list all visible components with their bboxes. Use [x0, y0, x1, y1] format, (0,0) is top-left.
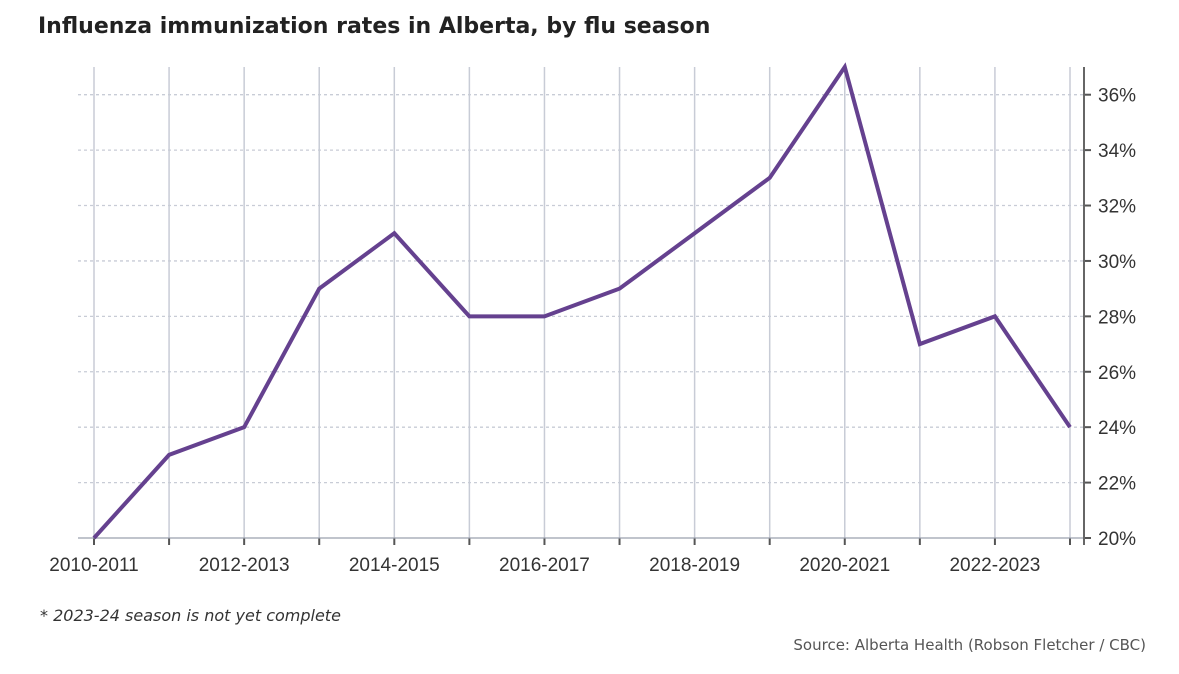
- chart-title: Influenza immunization rates in Alberta,…: [38, 14, 711, 39]
- y-tick-labels: 20% 22% 24% 26% 28% 30% 32% 34% 36%: [1098, 86, 1136, 550]
- horizontal-gridlines: [78, 93, 1091, 539]
- x-tick-label: 2018-2019: [649, 555, 740, 576]
- y-tick-label: 36%: [1098, 86, 1136, 107]
- y-tick-label: 28%: [1098, 307, 1136, 328]
- x-tick-label: 2014-2015: [349, 555, 440, 576]
- y-tick-label: 32%: [1098, 197, 1136, 218]
- x-tick-label: 2016-2017: [499, 555, 590, 576]
- x-tick-label: 2020-2021: [799, 555, 890, 576]
- axes: [78, 67, 1085, 545]
- y-tick-label: 26%: [1098, 363, 1136, 384]
- vertical-gridlines: [93, 67, 1071, 545]
- y-tick-label: 20%: [1098, 529, 1136, 550]
- y-tick-label: 22%: [1098, 474, 1136, 495]
- x-tick-label: 2022-2023: [949, 555, 1040, 576]
- y-tick-label: 24%: [1098, 418, 1136, 439]
- x-tick-labels: 2010-2011 2012-2013 2014-2015 2016-2017 2018…: [49, 555, 1040, 576]
- y-tick-label: 34%: [1098, 141, 1136, 162]
- x-tick-label: 2010-2011: [49, 555, 138, 576]
- series-layer: [92, 62, 1072, 540]
- x-tick-label: 2012-2013: [199, 555, 290, 576]
- series-line: [92, 62, 1072, 540]
- source-credit: Source: Alberta Health (Robson Fletcher …: [793, 636, 1146, 654]
- footnote: * 2023-24 season is not yet complete: [40, 606, 341, 625]
- y-tick-label: 30%: [1098, 252, 1136, 273]
